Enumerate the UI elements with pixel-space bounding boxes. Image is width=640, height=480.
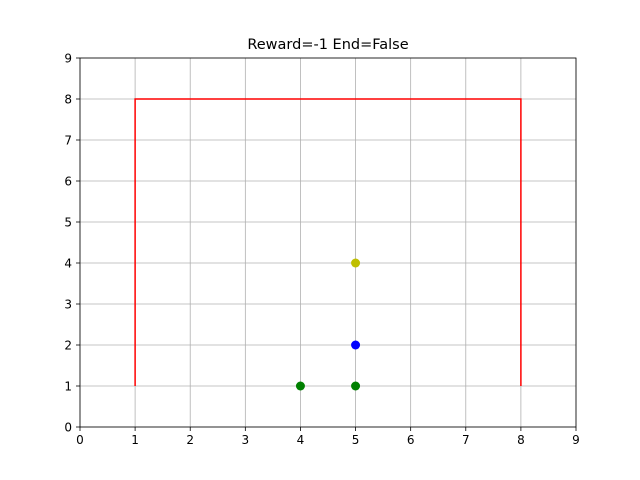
axis-ticks: 0 1 2 3 4 5 6 7 8 9 0 1 2 3 4 5 6 7 8 9 xyxy=(64,52,579,448)
x-tick-label: 7 xyxy=(462,433,470,447)
y-tick-label: 7 xyxy=(64,134,72,148)
axes-frame xyxy=(79,57,577,428)
y-tick-label: 8 xyxy=(64,93,72,107)
boundary-line xyxy=(134,98,522,386)
y-tick-label: 0 xyxy=(64,421,72,435)
x-tick-label: 6 xyxy=(407,433,415,447)
x-tick-label: 1 xyxy=(131,433,139,447)
x-tick-label: 4 xyxy=(297,433,305,447)
plot-series xyxy=(134,98,522,391)
scatter-point xyxy=(351,340,361,350)
y-tick-label: 9 xyxy=(64,52,72,66)
grid-lines xyxy=(79,57,577,428)
y-tick-label: 4 xyxy=(64,257,72,271)
scatter-point xyxy=(351,381,361,391)
scatter-point xyxy=(351,258,361,268)
x-tick-label: 9 xyxy=(572,433,580,447)
axes-border xyxy=(79,57,577,428)
y-tick-label: 2 xyxy=(64,339,72,353)
y-tick-label: 5 xyxy=(64,216,72,230)
chart-title: Reward=-1 End=False xyxy=(247,37,408,53)
y-tick-label: 6 xyxy=(64,175,72,189)
y-tick-label: 3 xyxy=(64,298,72,312)
y-tick-label: 1 xyxy=(64,380,72,394)
x-tick-label: 5 xyxy=(352,433,360,447)
scatter-point xyxy=(295,381,305,391)
x-tick-label: 0 xyxy=(76,433,84,447)
x-tick-label: 8 xyxy=(517,433,525,447)
x-tick-label: 2 xyxy=(186,433,194,447)
x-tick-label: 3 xyxy=(242,433,250,447)
